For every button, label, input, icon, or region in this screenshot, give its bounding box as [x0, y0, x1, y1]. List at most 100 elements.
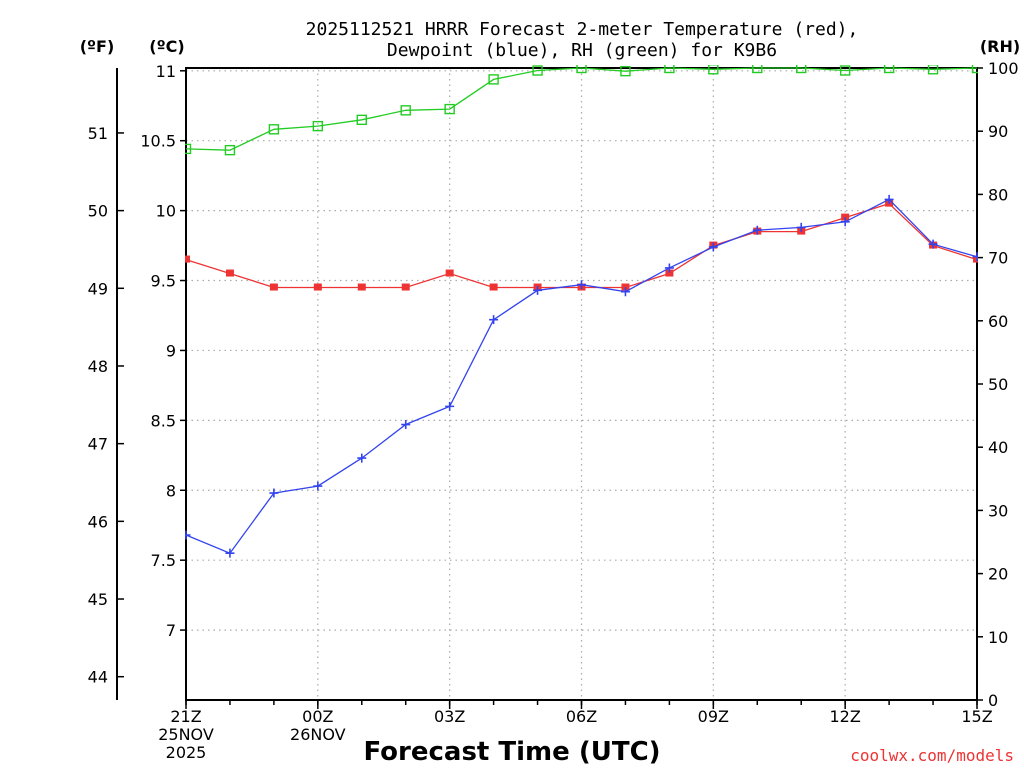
temperature-point	[225, 269, 234, 277]
chart-title-line2: Dewpoint (blue), RH (green) for K9B6	[387, 40, 777, 61]
x-tick-label: 00Z	[302, 707, 333, 726]
dewpoint-point	[796, 222, 806, 232]
temperature-point	[313, 283, 322, 291]
celsius-tick-label: 10.5	[140, 132, 176, 151]
rh-tick-label: 70	[988, 249, 1008, 268]
rh-tick-label: 60	[988, 312, 1008, 331]
rh-point	[927, 65, 939, 75]
celsius-tick-label: 10	[156, 202, 176, 221]
rh-point	[532, 65, 543, 76]
rh-point	[971, 65, 978, 74]
temperature-point	[973, 255, 978, 263]
x-axis-label: Forecast Time (UTC)	[363, 737, 660, 767]
dewpoint-point	[185, 530, 191, 540]
dewpoint-point	[313, 481, 323, 491]
rh-point	[752, 65, 763, 74]
dewpoint-point	[928, 239, 938, 249]
rh-point	[796, 65, 807, 74]
dewpoint-point	[884, 194, 894, 204]
dewpoint-point	[972, 252, 978, 262]
rh-point	[444, 103, 455, 115]
rh-point	[839, 65, 851, 76]
celsius-tick-label: 8.5	[151, 411, 176, 430]
data-series	[185, 65, 978, 558]
fahrenheit-tick-label: 50	[88, 202, 108, 221]
rh-tick-label: 0	[988, 691, 998, 710]
rh-point	[356, 114, 367, 126]
temperature-point	[621, 283, 630, 291]
x-tick-label: 12Z	[830, 707, 861, 726]
dewpoint-point	[357, 453, 367, 463]
rh-tick-label: 100	[988, 59, 1019, 78]
fahrenheit-tick-label: 44	[88, 668, 108, 687]
credit-link[interactable]: coolwx.com/models	[850, 746, 1014, 765]
axes: 7 7.5 8 8.5 9 9.5 10 10.5 11 44 45 46 47 48 49 50 51 0 10 2…	[88, 59, 1019, 762]
dewpoint-point	[664, 263, 674, 273]
dewpoint-point	[840, 217, 850, 227]
celsius-tick-label: 7.5	[151, 551, 176, 570]
temperature-line	[185, 202, 978, 289]
rh-point	[312, 120, 324, 132]
grid-lines	[186, 68, 977, 700]
rh-point	[708, 65, 719, 75]
temperature-point	[445, 269, 454, 277]
x-tick-date-label: 25NOV	[158, 725, 214, 744]
temperature-point	[185, 255, 190, 263]
rh-point	[185, 143, 192, 155]
rh-tick-label: 40	[988, 438, 1008, 457]
series-group	[185, 65, 978, 558]
temperature-point	[841, 213, 850, 221]
fahrenheit-tick-label: 45	[88, 590, 108, 609]
rh-point	[224, 144, 236, 156]
celsius-tick-label: 9.5	[151, 272, 176, 291]
rh-tick-label: 80	[988, 185, 1008, 204]
rh-point	[400, 105, 411, 116]
rh-tick-label: 10	[988, 628, 1008, 647]
dewpoint-point	[577, 280, 586, 290]
fahrenheit-tick-label: 49	[88, 279, 108, 298]
x-tick-date-label: 26NOV	[290, 725, 346, 744]
fahrenheit-unit-label: (ºF)	[80, 37, 115, 56]
celsius-tick-label: 11	[156, 62, 176, 81]
temperature-point	[665, 269, 674, 277]
rh-unit-label: (RH)	[980, 37, 1020, 56]
celsius-tick-label: 9	[166, 341, 176, 360]
dewpoint-point	[445, 401, 455, 411]
fahrenheit-tick-label: 46	[88, 512, 108, 531]
dewpoint-point	[620, 287, 630, 297]
rh-point	[664, 65, 675, 74]
fahrenheit-tick-label: 47	[88, 435, 108, 454]
temperature-point	[357, 283, 366, 291]
rh-line	[185, 67, 978, 151]
rh-point	[268, 124, 280, 135]
temperature-point	[401, 283, 410, 291]
x-tick-year-label: 2025	[166, 743, 207, 762]
x-tick-label: 15Z	[961, 707, 992, 726]
celsius-tick-label: 8	[166, 481, 176, 500]
dewpoint-point	[225, 548, 235, 558]
celsius-tick-label: 7	[166, 621, 176, 640]
dewpoint-point	[489, 315, 499, 325]
temperature-point	[489, 283, 498, 291]
rh-point	[620, 65, 631, 77]
fahrenheit-tick-label: 51	[88, 124, 108, 143]
dewpoint-point	[752, 225, 762, 235]
dewpoint-point	[533, 285, 543, 295]
dewpoint-point	[401, 420, 411, 430]
temperature-point	[269, 283, 278, 291]
rh-point	[576, 65, 587, 74]
rh-point	[488, 74, 499, 85]
rh-tick-label: 20	[988, 565, 1008, 584]
rh-point	[883, 65, 895, 74]
dewpoint-point	[708, 242, 718, 252]
fahrenheit-tick-label: 48	[88, 357, 108, 376]
rh-tick-label: 50	[988, 375, 1008, 394]
rh-tick-label: 90	[988, 122, 1008, 141]
x-tick-label: 03Z	[434, 707, 465, 726]
x-tick-label: 09Z	[698, 707, 729, 726]
x-tick-label: 06Z	[566, 707, 597, 726]
rh-tick-label: 30	[988, 501, 1008, 520]
x-tick-label: 21Z	[170, 707, 201, 726]
celsius-unit-label: (ºC)	[149, 37, 184, 56]
